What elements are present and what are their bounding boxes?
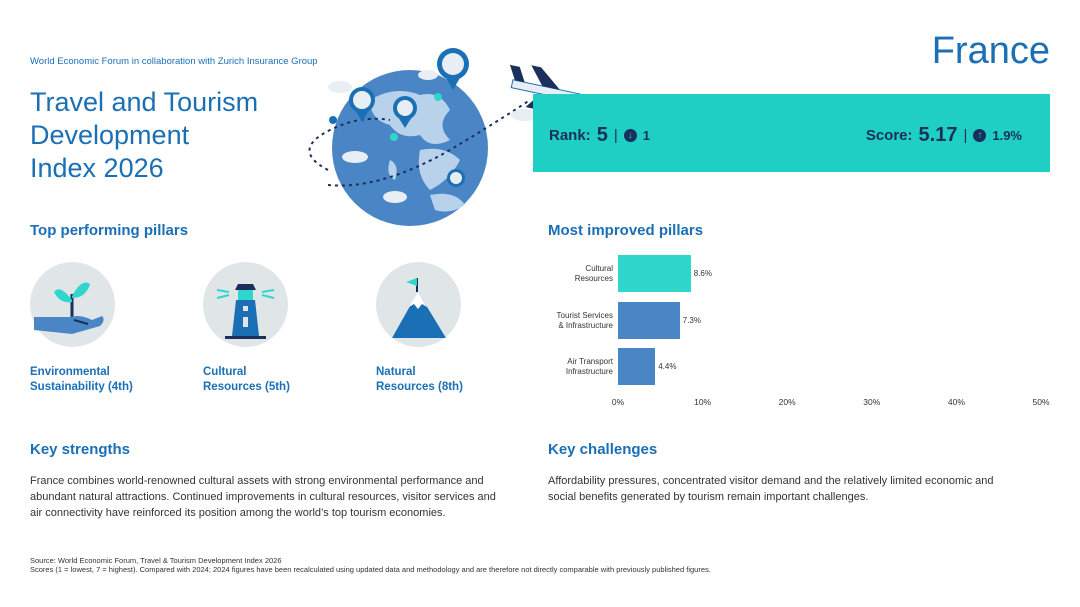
- pillar-label-line2: Resources (5th): [203, 381, 290, 393]
- x-tick-label: 40%: [947, 397, 965, 407]
- score-change: 1.9%: [992, 128, 1022, 143]
- arrow-up-icon: ↑: [973, 129, 987, 142]
- rank-change: 1: [642, 128, 650, 143]
- rank-block: Rank: 5 | ↓ 1: [549, 124, 650, 147]
- bar: [618, 255, 691, 292]
- footer-source: Source: World Economic Forum, Travel & T…: [30, 556, 282, 565]
- pillar-label: Environmental Sustainability (4th): [30, 365, 180, 395]
- challenges-text: Affordability pressures, concentrated vi…: [548, 473, 1058, 505]
- pillar-natural: Natural Resources (8th): [376, 262, 526, 395]
- bar: [618, 302, 680, 339]
- rank-separator: |: [613, 127, 618, 144]
- bar-value-label: 8.6%: [693, 269, 712, 278]
- x-tick-label: 20%: [778, 397, 796, 407]
- bar: [618, 348, 656, 385]
- strengths-line-3: air connectivity have reinforced its pos…: [30, 507, 446, 519]
- strengths-text: France combines world-renowned cultural …: [30, 473, 540, 521]
- footer-note: Scores (1 = lowest, 7 = highest). Compar…: [30, 565, 711, 574]
- chart-title: Most improved pillars: [548, 222, 704, 239]
- pillar-label: Natural Resources (8th): [376, 365, 526, 395]
- lighthouse-icon: [203, 262, 288, 347]
- x-tick-label: 50%: [1032, 397, 1050, 407]
- score-label: Score:: [865, 127, 913, 144]
- arrow-down-icon: ↓: [623, 129, 637, 142]
- x-tick-label: 10%: [694, 397, 712, 407]
- score-separator: |: [963, 127, 968, 144]
- pillar-label-line1: Cultural: [203, 366, 247, 378]
- challenges-line-1: Affordability pressures, concentrated vi…: [548, 475, 994, 487]
- challenges-line-2: social benefits generated by tourism rem…: [548, 491, 869, 503]
- pillar-label: Cultural Resources (5th): [203, 365, 353, 395]
- pillar-label-line1: Natural: [376, 366, 416, 378]
- pillar-environmental: Environmental Sustainability (4th): [30, 262, 180, 395]
- x-tick-label: 30%: [863, 397, 881, 407]
- bar-category-label: Air Transport Infrastructure: [565, 357, 613, 376]
- bar-category-label: Cultural Resources: [574, 264, 613, 283]
- title-line-3: Index 2026: [30, 153, 164, 183]
- mountain-flag-icon: [376, 262, 461, 347]
- rank-label: Rank:: [549, 127, 591, 144]
- pillar-label-line2: Resources (8th): [376, 381, 463, 393]
- collaboration-note: World Economic Forum in collaboration wi…: [30, 56, 318, 67]
- pillar-cultural: Cultural Resources (5th): [203, 262, 353, 395]
- bar-value-label: 7.3%: [682, 316, 701, 325]
- top-pillars-heading: Top performing pillars: [30, 222, 189, 239]
- bar-value-label: 4.4%: [658, 362, 677, 371]
- most-improved-chart: Cultural Resources 8.6% Tourist Services & I…: [545, 248, 1055, 413]
- title-line-1: Travel and Tourism: [30, 87, 259, 117]
- strengths-heading: Key strengths: [30, 441, 131, 458]
- strengths-line-2: abundant natural attractions. Continued …: [30, 491, 496, 503]
- bar-category-label: Tourist Services & Infrastructure: [556, 311, 613, 330]
- rank-value: 5: [596, 124, 608, 146]
- pillar-label-line1: Environmental: [30, 366, 110, 378]
- score-block: Score: 5.17 | ↑ 1.9%: [866, 124, 1022, 147]
- pillar-label-line2: Sustainability (4th): [30, 381, 133, 393]
- plant-hand-icon: [30, 262, 115, 347]
- rank-score-box: Rank: 5 | ↓ 1 Score: 5.17 | ↑ 1.9%: [533, 94, 1050, 172]
- x-tick-label: 0%: [611, 397, 625, 407]
- challenges-heading: Key challenges: [548, 441, 658, 458]
- title-line-2: Development: [30, 120, 190, 150]
- strengths-line-1: France combines world-renowned cultural …: [30, 475, 484, 487]
- score-value: 5.17: [918, 124, 958, 146]
- country-name: France: [931, 30, 1050, 72]
- page-title: Travel and Tourism Development Index 202…: [30, 86, 310, 185]
- footer: Source: World Economic Forum, Travel & T…: [30, 556, 711, 574]
